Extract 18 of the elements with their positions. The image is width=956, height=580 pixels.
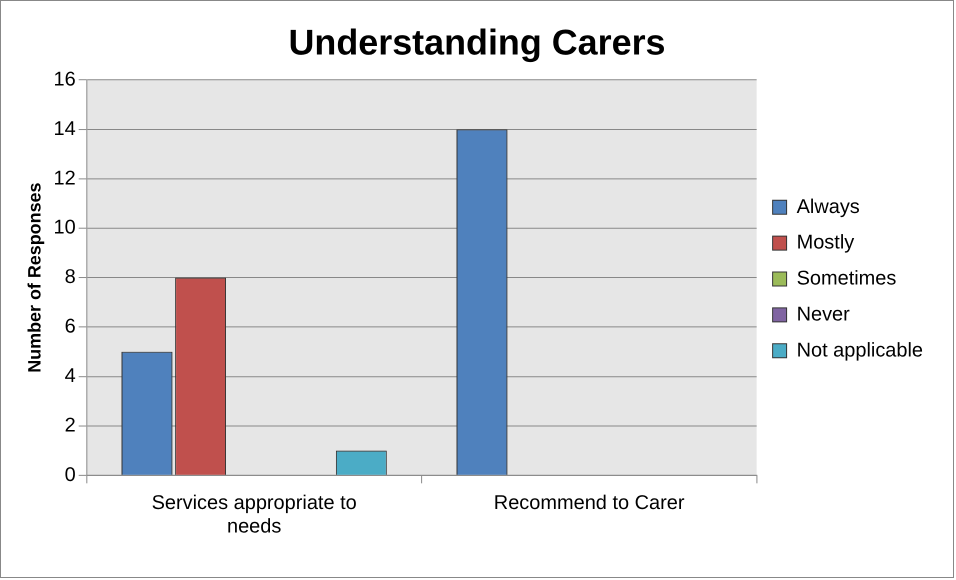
chart-title: Understanding Carers xyxy=(288,22,666,62)
legend-label: Always xyxy=(796,196,860,218)
legend-label: Mostly xyxy=(796,232,854,254)
y-tick-label: 0 xyxy=(64,464,76,486)
y-tick-label: 4 xyxy=(64,365,76,387)
y-tick-label: 8 xyxy=(64,266,76,288)
y-axis-title: Number of Responses xyxy=(24,182,45,373)
x-tick-label: Services appropriate to needs xyxy=(152,492,357,538)
y-tick-label: 14 xyxy=(53,118,76,140)
y-tick-label: 10 xyxy=(53,216,76,239)
y-tick-label: 12 xyxy=(53,167,76,190)
legend-label: Sometimes xyxy=(796,268,896,290)
legend-label: Never xyxy=(796,303,850,326)
x-tick-label: Recommend to Carer xyxy=(494,492,685,514)
legend-label: Not applicable xyxy=(796,339,924,362)
y-tick-label: 2 xyxy=(64,414,76,436)
y-tick-label: 16 xyxy=(53,68,76,90)
y-tick-label: 6 xyxy=(64,316,76,338)
